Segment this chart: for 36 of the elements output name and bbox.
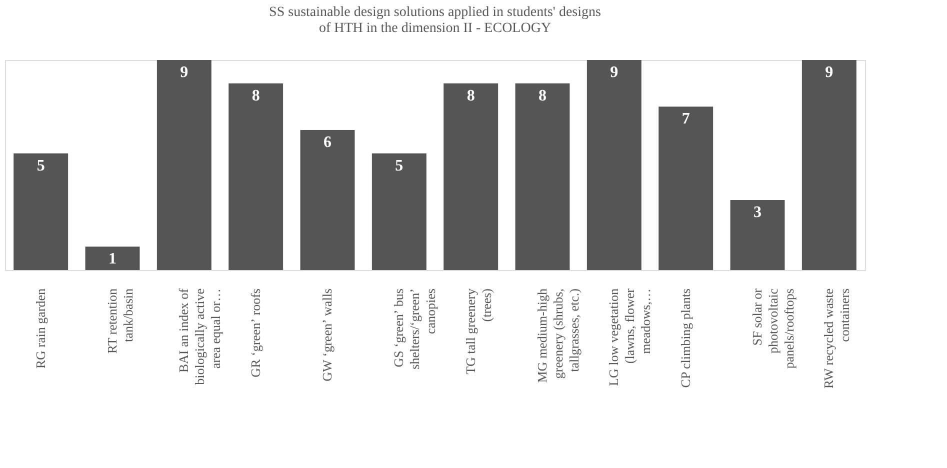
x-tick-label: SF solar or photovoltaic panels/rooftops [750,288,796,369]
x-tick-label: GW ʻgreenʼ walls [320,288,334,382]
bar [228,83,284,270]
x-tick-label: GR ʻgreenʼ roofs [248,288,263,378]
x-tick-label: GS ʻgreenʼ bus shelters/ʻgreenʼ canopies [391,288,438,370]
bar [300,130,355,270]
bar [515,83,570,270]
bar [586,60,642,270]
bar [730,200,785,270]
bar [14,153,68,270]
data-label: 1 [108,250,116,268]
x-tick-label: LG low vegetation (lawns, flower meadows,… [606,288,654,386]
data-label: 7 [682,110,690,128]
bar [156,60,212,270]
data-label: 8 [538,87,546,104]
bar [444,83,498,270]
bar [802,60,856,270]
bar [658,106,714,270]
data-label: 6 [324,134,332,151]
x-tick-label: RG rain garden [32,288,48,369]
data-label: 5 [36,157,45,174]
x-tick-label: CP climbing plants [678,288,693,388]
data-label: 3 [754,204,762,221]
x-tick-label: MG medium-high greenery (shrubs, tallgrasses, etc.) [534,288,582,383]
x-tick-label: BAI an index of biologically active area equal or… [176,288,224,385]
chart-title: SS sustainable design solutions applied in students' designs of HTH in the dimension II - ECOLOGY [269,5,601,36]
data-label: 5 [395,157,404,174]
data-label: 8 [252,87,260,104]
bar [372,153,426,270]
x-tick-label: TG tall greenery (trees) [462,288,494,374]
data-label: 9 [180,64,188,81]
bar [85,246,140,270]
x-tick-label: RT retention tank/basin [104,288,136,354]
data-label: 8 [466,87,475,104]
data-label: 9 [825,64,834,81]
data-label: 9 [610,64,618,81]
